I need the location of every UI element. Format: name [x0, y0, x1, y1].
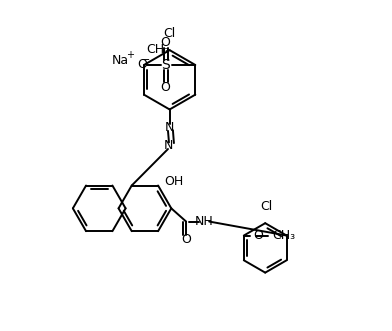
Text: S: S	[161, 58, 170, 72]
Text: −: −	[141, 55, 151, 65]
Text: Cl: Cl	[260, 200, 272, 213]
Text: CH₃: CH₃	[147, 43, 170, 56]
Text: +: +	[126, 50, 134, 60]
Text: Na: Na	[112, 54, 129, 67]
Text: N: N	[163, 139, 172, 152]
Text: O: O	[161, 36, 171, 49]
Text: O: O	[161, 81, 171, 94]
Text: Cl: Cl	[163, 26, 176, 40]
Text: CH₃: CH₃	[272, 229, 295, 242]
Text: O: O	[181, 233, 191, 246]
Text: O: O	[138, 59, 147, 71]
Text: O: O	[253, 229, 263, 242]
Text: OH: OH	[164, 175, 183, 188]
Text: N: N	[165, 121, 174, 134]
Text: NH: NH	[195, 215, 214, 228]
